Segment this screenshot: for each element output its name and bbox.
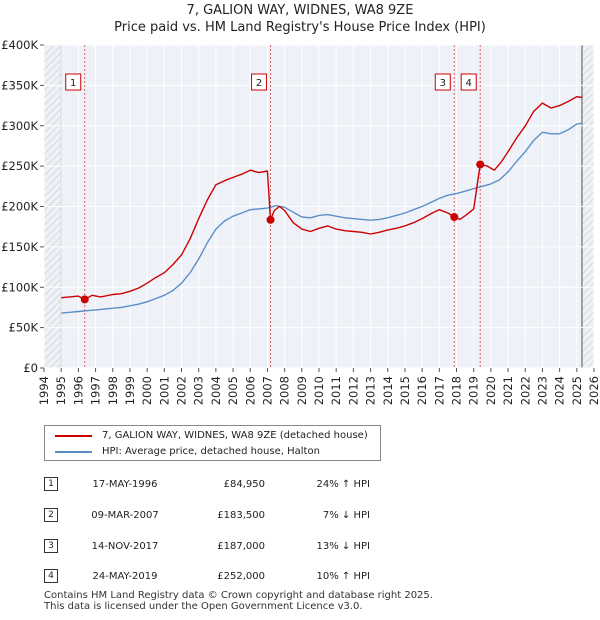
footer-notice: Contains HM Land Registry data © Crown c… [44,590,433,612]
property-series-line [61,96,583,301]
x-tick-label: 2009 [295,376,309,405]
y-tick-label: £50K [9,321,39,335]
x-tick-label: 2021 [501,376,515,405]
gridlines [43,44,595,369]
y-axis-ticks: £0 £50K £100K £150K £200K £250K £300K £350K £400… [1,38,44,375]
sale-price: £187,000 [217,541,265,552]
sale-point [266,215,275,224]
x-tick-label: 2011 [329,376,343,405]
sale-row: 2 09-MAR-2007 £183,500 7% ↓ HPI [0,507,600,527]
x-tick-label: 1995 [54,376,68,405]
x-tick-label: 2017 [432,376,446,405]
y-tick-label: £350K [1,78,38,92]
x-tick-label: 2013 [364,376,378,405]
sale-date: 09-MAR-2007 [91,510,159,521]
chart-title: 7, GALION WAY, WIDNES, WA8 9ZE [187,3,414,18]
y-tick-label: £100K [1,280,38,294]
sale-hpi-diff: 7% ↓ HPI [322,510,370,521]
y-tick-label: £400K [1,38,38,52]
footer-line-2: This data is licensed under the Open Gov… [44,601,363,612]
legend-label-hpi: HPI: Average price, detached house, Halt… [102,446,320,457]
sale-hpi-diff: 10% ↑ HPI [316,571,370,582]
footer-line-1: Contains HM Land Registry data © Crown c… [44,590,433,601]
x-tick-label: 2010 [312,376,326,405]
x-tick-label: 2005 [226,376,240,405]
sale-price: £183,500 [217,510,265,521]
x-tick-label: 2023 [535,376,549,405]
series-lines [61,96,583,314]
sale-number-badge: 2 [44,508,58,522]
sale-marker-box: 2 [251,73,268,91]
x-tick-label: 2020 [484,376,498,405]
chart-subtitle: Price paid vs. HM Land Registry's House … [114,20,486,35]
sale-point [450,212,459,221]
x-tick-label: 1999 [123,376,137,405]
x-tick-label: 2001 [157,376,171,405]
x-tick-label: 2024 [553,376,567,405]
x-tick-label: 1997 [89,376,103,405]
x-tick-label: 2014 [381,376,395,405]
y-tick-label: £300K [1,119,38,133]
sale-marker-number: 2 [256,78,262,89]
sale-date: 14-NOV-2017 [91,541,159,552]
x-tick-label: 2004 [209,376,223,405]
sale-marker-number: 4 [466,78,472,89]
sale-marker-box: 1 [65,73,82,91]
sale-points [80,160,485,304]
price-chart: 7, GALION WAY, WIDNES, WA8 9ZE Price pai… [1,3,600,405]
x-tick-label: 1996 [71,376,85,405]
x-tick-label: 2003 [192,376,206,405]
sale-marker-box: 3 [434,73,451,91]
x-tick-label: 2012 [346,376,360,405]
sale-marker-lines [84,45,481,368]
x-tick-label: 2018 [450,376,464,405]
x-tick-label: 2016 [415,376,429,405]
sale-number-badge: 1 [44,477,58,491]
x-tick-label: 2025 [570,376,584,405]
sale-marker-rect [434,73,451,91]
hpi-series-line [61,122,583,314]
y-tick-label: £250K [1,159,38,173]
legend-swatch-hpi [55,451,92,453]
y-tick-label: £150K [1,240,38,254]
x-tick-label: 2022 [518,376,532,405]
x-axis-ticks: 1994 1995 1996 1997 1998 1999 2000 2001 2002 2003… [37,368,600,405]
x-tick-label: 2015 [398,376,412,405]
sale-marker-number: 1 [70,78,76,89]
sale-hpi-diff: 24% ↑ HPI [316,479,370,490]
x-tick-label: 2019 [467,376,481,405]
legend: 7, GALION WAY, WIDNES, WA8 9ZE (detached… [44,425,381,461]
x-tick-label: 1998 [106,376,120,405]
x-tick-label: 2002 [175,376,189,405]
x-tick-label: 2007 [260,376,274,405]
sale-number-badge: 3 [44,539,58,553]
x-tick-label: 2006 [243,376,257,405]
x-tick-label: 2000 [140,376,154,405]
sale-price: £84,950 [223,479,265,490]
legend-swatch-property [55,435,92,437]
y-tick-label: £0 [23,361,38,375]
sale-marker-rect [460,73,477,91]
sale-point [80,295,89,304]
legend-label-property: 7, GALION WAY, WIDNES, WA8 9ZE (detached… [102,430,368,441]
x-tick-label: 1994 [37,376,51,405]
sale-hpi-diff: 13% ↓ HPI [316,541,370,552]
sale-marker-rect [251,73,268,91]
sale-point [476,160,485,169]
x-tick-label: 2026 [587,376,600,405]
sale-marker-rect [65,73,82,91]
sale-row: 3 14-NOV-2017 £187,000 13% ↓ HPI [0,538,600,558]
sale-marker-number: 3 [440,78,446,89]
sale-date: 24-MAY-2019 [92,571,158,582]
sale-price: £252,000 [217,571,265,582]
sale-marker-labels: 1 2 3 4 [65,73,477,91]
x-tick-label: 2008 [278,376,292,405]
sale-marker-box: 4 [460,73,477,91]
sale-number-badge: 4 [44,569,58,583]
sale-row: 1 17-MAY-1996 £84,950 24% ↑ HPI [0,476,600,496]
sale-row: 4 24-MAY-2019 £252,000 10% ↑ HPI [0,568,600,588]
y-tick-label: £200K [1,200,38,214]
sale-date: 17-MAY-1996 [92,479,158,490]
